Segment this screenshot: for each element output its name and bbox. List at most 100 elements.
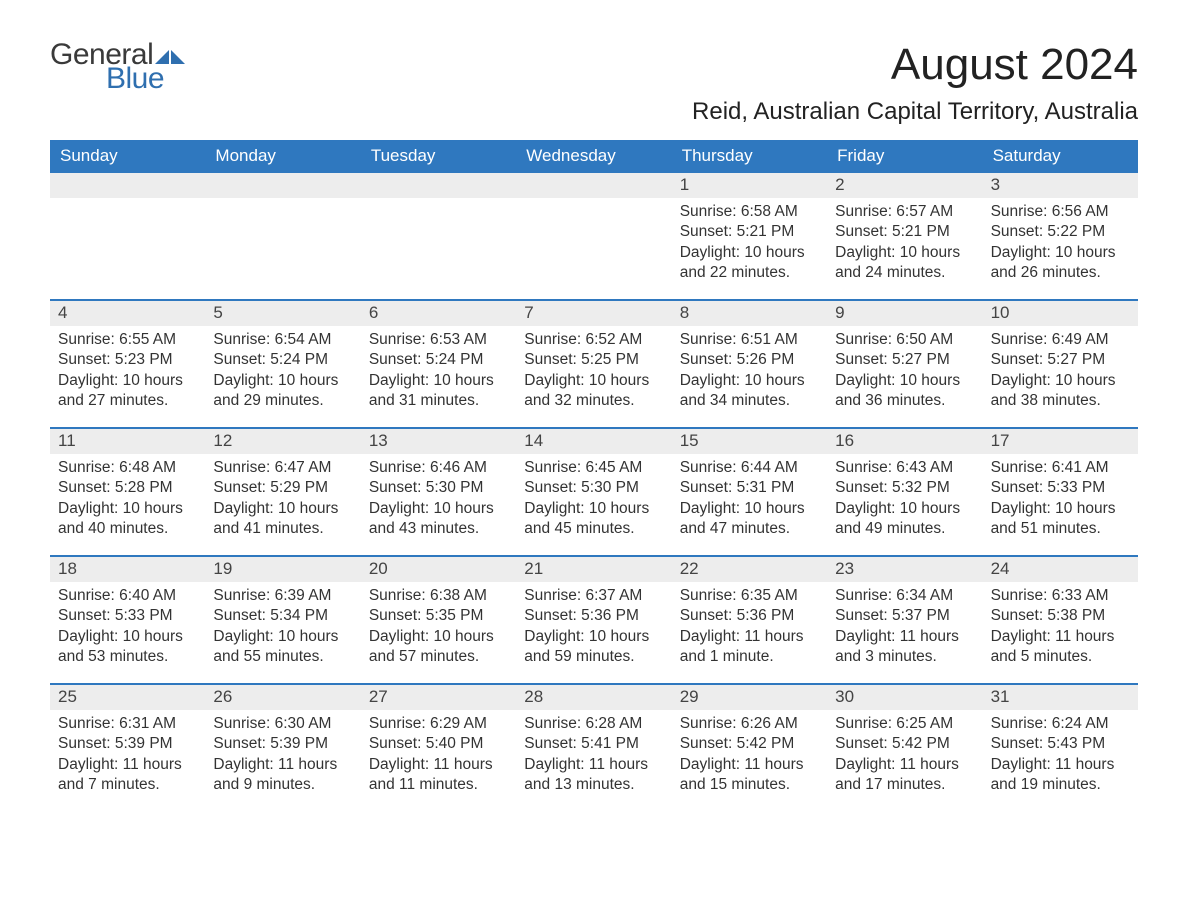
sunrise-line: Sunrise: 6:31 AM xyxy=(58,714,197,734)
day-number xyxy=(361,173,516,198)
sunset-line: Sunset: 5:42 PM xyxy=(680,734,819,754)
daylight-line: Daylight: 10 hours and 47 minutes. xyxy=(680,499,819,540)
sunset-line: Sunset: 5:36 PM xyxy=(680,606,819,626)
sunset-line: Sunset: 5:27 PM xyxy=(991,350,1130,370)
day-number: 12 xyxy=(205,429,360,454)
calendar-day-cell xyxy=(516,173,671,299)
sunset-line: Sunset: 5:39 PM xyxy=(58,734,197,754)
sunset-line: Sunset: 5:21 PM xyxy=(835,222,974,242)
daylight-line: Daylight: 10 hours and 40 minutes. xyxy=(58,499,197,540)
day-details: Sunrise: 6:50 AMSunset: 5:27 PMDaylight:… xyxy=(827,326,982,418)
calendar-day-cell: 16Sunrise: 6:43 AMSunset: 5:32 PMDayligh… xyxy=(827,429,982,555)
sunset-line: Sunset: 5:28 PM xyxy=(58,478,197,498)
day-number: 3 xyxy=(983,173,1138,198)
calendar-day-cell: 13Sunrise: 6:46 AMSunset: 5:30 PMDayligh… xyxy=(361,429,516,555)
day-details: Sunrise: 6:24 AMSunset: 5:43 PMDaylight:… xyxy=(983,710,1138,802)
daylight-line: Daylight: 11 hours and 3 minutes. xyxy=(835,627,974,668)
day-details: Sunrise: 6:58 AMSunset: 5:21 PMDaylight:… xyxy=(672,198,827,290)
weekday-header-cell: Friday xyxy=(827,140,982,173)
weekday-header-cell: Tuesday xyxy=(361,140,516,173)
sunrise-line: Sunrise: 6:57 AM xyxy=(835,202,974,222)
day-number: 10 xyxy=(983,301,1138,326)
day-details: Sunrise: 6:31 AMSunset: 5:39 PMDaylight:… xyxy=(50,710,205,802)
sunset-line: Sunset: 5:42 PM xyxy=(835,734,974,754)
day-number: 14 xyxy=(516,429,671,454)
sunset-line: Sunset: 5:40 PM xyxy=(369,734,508,754)
weekday-header-cell: Thursday xyxy=(672,140,827,173)
calendar-day-cell xyxy=(50,173,205,299)
calendar-day-cell: 22Sunrise: 6:35 AMSunset: 5:36 PMDayligh… xyxy=(672,557,827,683)
calendar-day-cell: 25Sunrise: 6:31 AMSunset: 5:39 PMDayligh… xyxy=(50,685,205,811)
sunrise-line: Sunrise: 6:48 AM xyxy=(58,458,197,478)
day-details: Sunrise: 6:56 AMSunset: 5:22 PMDaylight:… xyxy=(983,198,1138,290)
daylight-line: Daylight: 10 hours and 55 minutes. xyxy=(213,627,352,668)
day-number: 30 xyxy=(827,685,982,710)
day-details: Sunrise: 6:28 AMSunset: 5:41 PMDaylight:… xyxy=(516,710,671,802)
sunrise-line: Sunrise: 6:24 AM xyxy=(991,714,1130,734)
daylight-line: Daylight: 11 hours and 11 minutes. xyxy=(369,755,508,796)
daylight-line: Daylight: 10 hours and 43 minutes. xyxy=(369,499,508,540)
calendar-week-row: 4Sunrise: 6:55 AMSunset: 5:23 PMDaylight… xyxy=(50,299,1138,427)
sunrise-line: Sunrise: 6:58 AM xyxy=(680,202,819,222)
day-number: 20 xyxy=(361,557,516,582)
sunset-line: Sunset: 5:25 PM xyxy=(524,350,663,370)
day-number: 31 xyxy=(983,685,1138,710)
day-details: Sunrise: 6:52 AMSunset: 5:25 PMDaylight:… xyxy=(516,326,671,418)
sunrise-line: Sunrise: 6:39 AM xyxy=(213,586,352,606)
sunrise-line: Sunrise: 6:54 AM xyxy=(213,330,352,350)
calendar-day-cell: 3Sunrise: 6:56 AMSunset: 5:22 PMDaylight… xyxy=(983,173,1138,299)
day-number: 7 xyxy=(516,301,671,326)
weekday-header-row: SundayMondayTuesdayWednesdayThursdayFrid… xyxy=(50,140,1138,173)
sunset-line: Sunset: 5:24 PM xyxy=(213,350,352,370)
day-details: Sunrise: 6:43 AMSunset: 5:32 PMDaylight:… xyxy=(827,454,982,546)
sunrise-line: Sunrise: 6:41 AM xyxy=(991,458,1130,478)
calendar-day-cell: 14Sunrise: 6:45 AMSunset: 5:30 PMDayligh… xyxy=(516,429,671,555)
calendar-week-row: 11Sunrise: 6:48 AMSunset: 5:28 PMDayligh… xyxy=(50,427,1138,555)
sunrise-line: Sunrise: 6:34 AM xyxy=(835,586,974,606)
calendar-day-cell: 11 Sunrise: 6:48 AMSunset: 5:28 PMDayligh… xyxy=(50,429,205,555)
sunrise-line: Sunrise: 6:26 AM xyxy=(680,714,819,734)
day-number xyxy=(516,173,671,198)
daylight-line: Daylight: 10 hours and 49 minutes. xyxy=(835,499,974,540)
weekday-header-cell: Monday xyxy=(205,140,360,173)
sunrise-line: Sunrise: 6:55 AM xyxy=(58,330,197,350)
day-number: 22 xyxy=(672,557,827,582)
sunrise-line: Sunrise: 6:51 AM xyxy=(680,330,819,350)
day-number: 11 xyxy=(50,429,205,454)
day-details: Sunrise: 6:33 AMSunset: 5:38 PMDaylight:… xyxy=(983,582,1138,674)
daylight-line: Daylight: 11 hours and 9 minutes. xyxy=(213,755,352,796)
daylight-line: Daylight: 10 hours and 38 minutes. xyxy=(991,371,1130,412)
daylight-line: Daylight: 10 hours and 29 minutes. xyxy=(213,371,352,412)
sunset-line: Sunset: 5:34 PM xyxy=(213,606,352,626)
day-number: 28 xyxy=(516,685,671,710)
day-details: Sunrise: 6:34 AMSunset: 5:37 PMDaylight:… xyxy=(827,582,982,674)
sunset-line: Sunset: 5:36 PM xyxy=(524,606,663,626)
daylight-line: Daylight: 10 hours and 22 minutes. xyxy=(680,243,819,284)
day-number: 17 xyxy=(983,429,1138,454)
sunset-line: Sunset: 5:33 PM xyxy=(58,606,197,626)
day-details: Sunrise: 6:39 AMSunset: 5:34 PMDaylight:… xyxy=(205,582,360,674)
day-details: Sunrise: 6:51 AMSunset: 5:26 PMDaylight:… xyxy=(672,326,827,418)
day-number: 29 xyxy=(672,685,827,710)
sunrise-line: Sunrise: 6:35 AM xyxy=(680,586,819,606)
day-number: 5 xyxy=(205,301,360,326)
day-details: Sunrise: 6:47 AMSunset: 5:29 PMDaylight:… xyxy=(205,454,360,546)
daylight-line: Daylight: 11 hours and 17 minutes. xyxy=(835,755,974,796)
daylight-line: Daylight: 11 hours and 15 minutes. xyxy=(680,755,819,796)
day-number: 16 xyxy=(827,429,982,454)
weekday-header-cell: Wednesday xyxy=(516,140,671,173)
sunrise-line: Sunrise: 6:38 AM xyxy=(369,586,508,606)
day-details: Sunrise: 6:44 AMSunset: 5:31 PMDaylight:… xyxy=(672,454,827,546)
page-title: August 2024 xyxy=(891,40,1138,90)
brand-logo: General Blue xyxy=(50,40,185,94)
day-details: Sunrise: 6:41 AMSunset: 5:33 PMDaylight:… xyxy=(983,454,1138,546)
sunset-line: Sunset: 5:39 PM xyxy=(213,734,352,754)
calendar-day-cell: 28Sunrise: 6:28 AMSunset: 5:41 PMDayligh… xyxy=(516,685,671,811)
day-number: 6 xyxy=(361,301,516,326)
day-details: Sunrise: 6:29 AMSunset: 5:40 PMDaylight:… xyxy=(361,710,516,802)
sunset-line: Sunset: 5:21 PM xyxy=(680,222,819,242)
sunset-line: Sunset: 5:35 PM xyxy=(369,606,508,626)
day-number: 1 xyxy=(672,173,827,198)
sunset-line: Sunset: 5:26 PM xyxy=(680,350,819,370)
day-number: 9 xyxy=(827,301,982,326)
